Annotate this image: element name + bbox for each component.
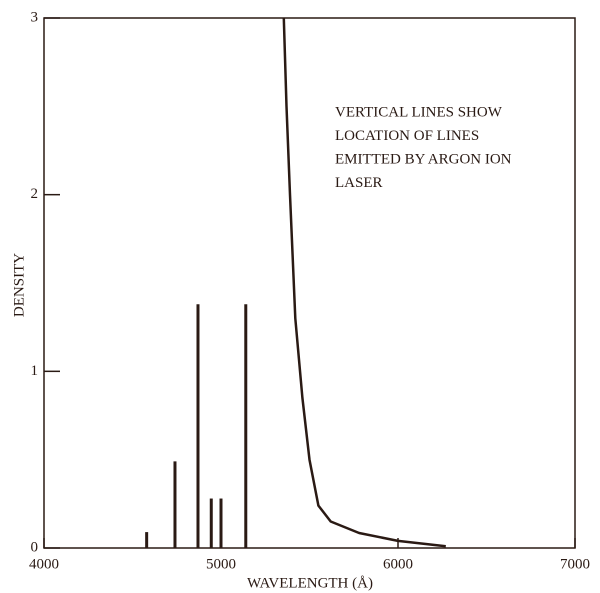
plot-frame <box>43 17 576 549</box>
annotation: LASER <box>335 175 383 191</box>
x-axis-label: WAVELENGTH (Å) <box>247 575 373 591</box>
x-tick-label: 4000 <box>29 556 59 572</box>
density-curve <box>282 17 446 548</box>
y-tick-label: 0 <box>31 539 39 555</box>
annotation: EMITTED BY ARGON ION <box>335 151 512 167</box>
y-tick-label: 3 <box>31 9 39 25</box>
y-tick-label: 2 <box>31 186 39 202</box>
y-tick-label: 1 <box>31 363 39 379</box>
annotation: VERTICAL LINES SHOW <box>335 104 503 120</box>
x-tick-label: 6000 <box>383 556 413 572</box>
x-tick-label: 5000 <box>206 556 236 572</box>
annotation: LOCATION OF LINES <box>335 128 479 144</box>
y-axis-label: DENSITY <box>11 253 27 317</box>
x-tick-label: 7000 <box>560 556 590 572</box>
